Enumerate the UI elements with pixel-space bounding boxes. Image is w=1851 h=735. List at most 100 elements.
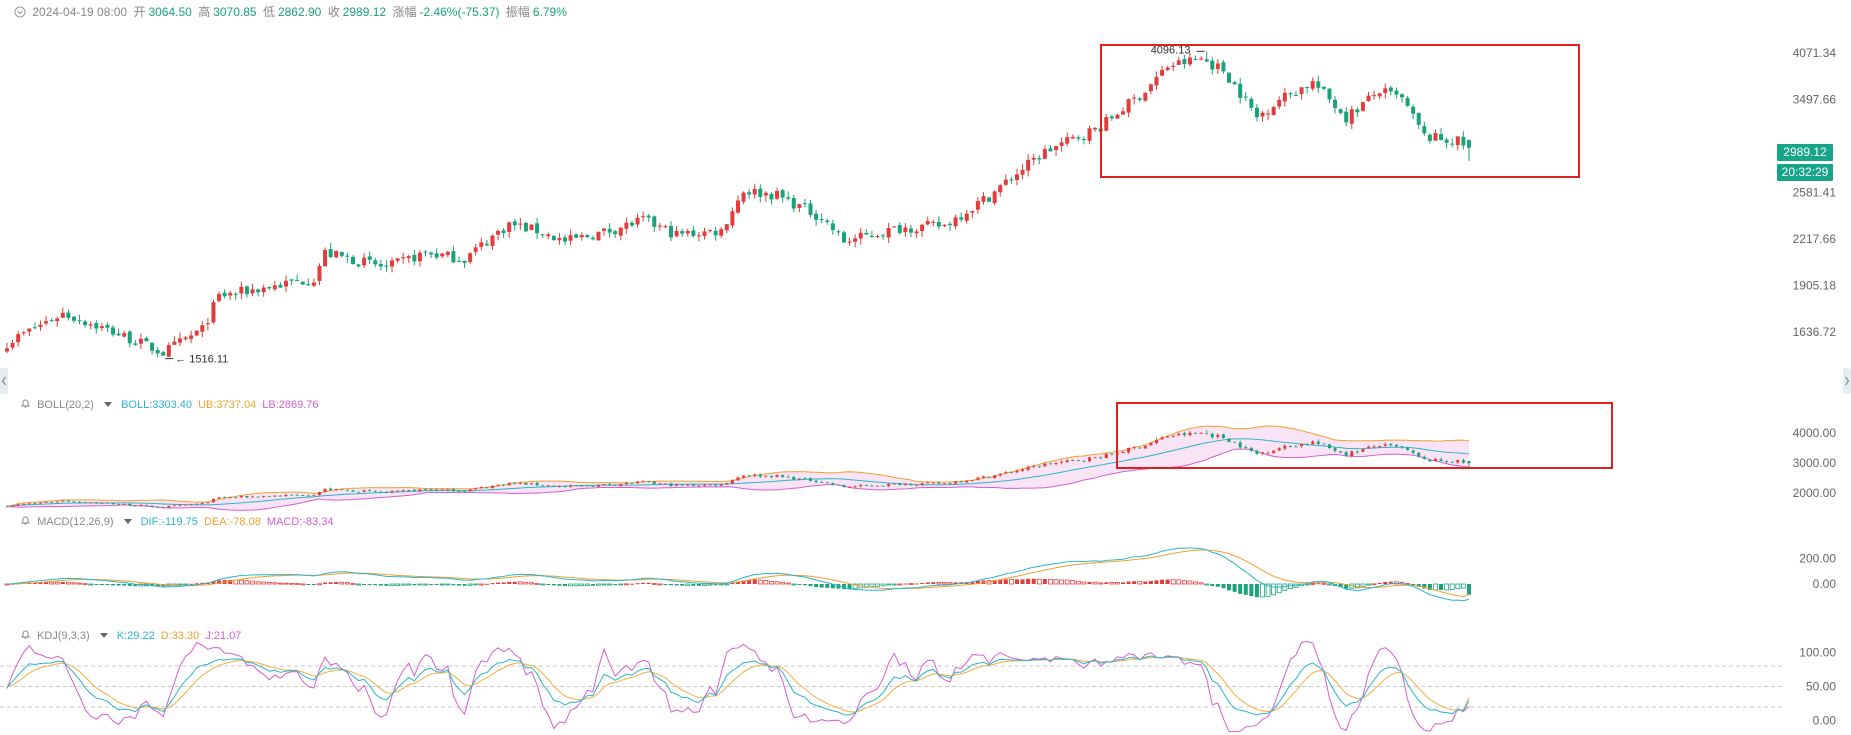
macd-bar [1210, 584, 1215, 586]
boll-candle [357, 491, 361, 493]
boll-candle [11, 505, 15, 507]
candle [1271, 107, 1276, 116]
macd-bar [590, 584, 595, 586]
macd-bar [1154, 580, 1159, 584]
macd-bar [434, 584, 439, 585]
highlight-box-price [1100, 44, 1580, 178]
kdj-k-line [6, 655, 1470, 716]
candle [1121, 111, 1125, 115]
macd-bar [1416, 584, 1421, 587]
boll-legend[interactable]: BOLL(20,2) BOLL:3303.40 UB:3737.04 LB:28… [20, 398, 322, 412]
macd-bar [183, 583, 188, 586]
dropdown-icon[interactable] [104, 402, 112, 407]
boll-mid-value: BOLL:3303.40 [121, 399, 193, 411]
candle [373, 260, 378, 265]
candle [1466, 140, 1471, 148]
boll-candle [1333, 448, 1337, 451]
boll-candle [223, 497, 227, 498]
boll-candle [870, 485, 874, 487]
macd-bar [747, 579, 752, 584]
boll-candle [535, 482, 539, 486]
boll-candle [94, 502, 98, 504]
candle [1048, 148, 1053, 152]
scroll-right-button[interactable] [1843, 368, 1851, 394]
boll-candle [1227, 438, 1231, 443]
boll-candle [591, 486, 595, 487]
candle [1360, 102, 1365, 111]
macd-bar [752, 579, 757, 584]
candle [194, 330, 199, 336]
macd-bar [579, 583, 585, 587]
candle [691, 230, 696, 236]
bell-icon[interactable] [20, 398, 31, 412]
candle [730, 211, 735, 226]
candle [903, 227, 908, 232]
boll-candle [1032, 466, 1036, 468]
boll-candle [719, 484, 723, 486]
candle [250, 289, 255, 294]
boll-candle [1433, 458, 1437, 462]
boll-candle [797, 478, 801, 480]
candle [964, 213, 969, 221]
kdj-legend[interactable]: KDJ(9,3,3) K:29.22 D:33.30 J:21.07 [20, 629, 244, 643]
boll-candle [853, 486, 857, 488]
macd-dif-value: DIF:-119.75 [140, 516, 198, 528]
bell-icon[interactable] [20, 515, 31, 529]
macd-bar [629, 583, 634, 585]
boll-candle [1277, 448, 1281, 451]
boll-candle [1461, 460, 1465, 463]
candle [1433, 133, 1438, 141]
boll-candle [987, 476, 991, 478]
candle [1394, 90, 1399, 95]
candle [585, 235, 590, 238]
candle [1003, 179, 1008, 185]
dropdown-icon[interactable] [123, 519, 132, 524]
kdj-d-value: D:33.30 [160, 630, 200, 642]
macd-bar [601, 583, 607, 586]
candle [724, 224, 729, 231]
boll-candle [842, 484, 846, 488]
boll-candle [1327, 444, 1331, 448]
candle [1221, 62, 1226, 72]
boll-candle [228, 497, 232, 498]
kdj-name: KDJ(9,3,3) [37, 630, 90, 642]
candle [417, 252, 422, 262]
candle [786, 197, 791, 199]
candle [814, 213, 819, 220]
macd-legend[interactable]: MACD(12,26,9) DIF:-119.75 DEA:-78.08 MAC… [20, 515, 337, 529]
boll-candle [1367, 446, 1371, 449]
candle [434, 253, 439, 258]
candle [133, 343, 138, 345]
bell-icon[interactable] [20, 629, 31, 643]
scroll-left-button[interactable] [0, 368, 8, 394]
macd-bar [300, 583, 306, 586]
macd-bar [1221, 584, 1226, 589]
boll-candle [334, 489, 338, 491]
boll-candle [1467, 461, 1471, 464]
candle [869, 235, 874, 238]
boll-candle [312, 495, 316, 497]
macd-bar [456, 584, 461, 586]
macd-bar [1092, 581, 1098, 585]
candle [998, 185, 1003, 193]
candle [1137, 98, 1142, 100]
macd-bar [998, 579, 1003, 584]
candle [211, 302, 216, 323]
boll-candle [1406, 447, 1410, 451]
candle [1204, 59, 1209, 62]
macd-bar [836, 584, 841, 589]
ohlc-header: 2024-04-19 08:00 开 3064.50 高 3070.85 低 2862… [14, 3, 570, 21]
dropdown-icon[interactable] [99, 633, 108, 638]
boll-candle [139, 504, 143, 506]
macd-bar [1388, 581, 1393, 584]
boll-candle [518, 482, 522, 484]
boll-candle [1099, 457, 1103, 459]
candle [49, 320, 54, 322]
boll-candle [1054, 462, 1058, 465]
candle [462, 260, 467, 263]
boll-candle [217, 497, 221, 499]
macd-bar [1282, 583, 1288, 591]
boll-candle [641, 481, 645, 483]
boll-candle [769, 475, 773, 478]
